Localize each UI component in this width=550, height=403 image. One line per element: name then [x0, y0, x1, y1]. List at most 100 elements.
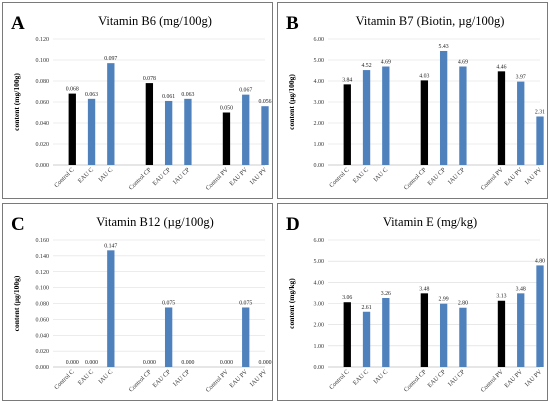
category-label: EAU PV	[503, 368, 524, 389]
data-label: 0.063	[85, 92, 98, 98]
category-label: EAU C	[352, 368, 370, 386]
data-label: 0.050	[220, 106, 233, 112]
data-label: 0.000	[258, 360, 271, 366]
category-label: EAU CP	[151, 166, 172, 187]
category-label: Control C	[53, 166, 76, 189]
category-label: IAU PV	[524, 166, 544, 186]
y-axis-label: content (µg/100g)	[12, 275, 21, 331]
bar-control-c	[343, 302, 351, 367]
bar-control-pv	[497, 300, 506, 367]
y-tick-label: 0.140	[36, 254, 50, 260]
chart-svg-b: B Vitamin B7 (Biotin, µg/100g) 0.00 1.00 2.0…	[286, 13, 545, 192]
category-label: IAU CP	[447, 166, 467, 186]
y-tick-label: 0.040	[36, 333, 50, 339]
y-tick-label: 0.120	[36, 37, 50, 43]
bar-iau-pv	[536, 116, 544, 165]
data-label: 3.84	[342, 77, 352, 83]
chart-title: Vitamin E (mg/kg)	[383, 215, 477, 229]
bar-iau-cp	[184, 98, 192, 165]
category-label: Control PV	[480, 368, 506, 394]
chart-panel-c: C Vitamin B12 (µg/100g) 0.000 0.020 0.040 0.0…	[2, 203, 273, 401]
y-axis-label: content (µg/100g)	[287, 74, 296, 130]
bar-control-pv	[497, 71, 506, 165]
chart-panel-a: A Vitamin B6 (mg/100g) 0.000 0.020 0.040 0.06…	[2, 2, 273, 199]
bar-eau-cp	[164, 100, 173, 165]
chart-svg-a: A Vitamin B6 (mg/100g) 0.000 0.020 0.040 0.06…	[11, 13, 272, 192]
panel-letter: D	[286, 214, 300, 235]
bar-control-pv	[222, 112, 231, 165]
bar-iau-cp	[459, 66, 467, 165]
data-label: 0.078	[143, 76, 156, 82]
data-label: 0.000	[143, 360, 156, 366]
y-tick-label: 0.160	[36, 238, 50, 244]
y-tick-label: 0.000	[36, 365, 50, 371]
data-label: 0.097	[104, 56, 117, 62]
y-tick-label: 0.00	[314, 163, 325, 169]
data-label: 2.80	[458, 301, 468, 307]
data-label: 0.075	[162, 300, 175, 306]
y-tick-label: 2.00	[314, 323, 325, 329]
category-label: EAU CP	[426, 368, 447, 389]
panel-letter: B	[286, 13, 299, 34]
y-axis-label: content (mg/kg)	[287, 278, 296, 329]
category-label: EAU CP	[426, 166, 447, 187]
category-label: EAU C	[77, 166, 95, 184]
bar-iau-pv	[261, 106, 269, 165]
bar-eau-pv	[242, 307, 250, 367]
data-label: 2.99	[439, 297, 449, 303]
data-label: 0.068	[66, 87, 79, 93]
category-label: Control PV	[205, 368, 231, 394]
data-label: 3.13	[496, 294, 506, 300]
y-tick-label: 0.120	[36, 270, 50, 276]
category-label: IAU CP	[172, 166, 192, 186]
category-label: Control C	[328, 368, 351, 391]
y-tick-label: 0.100	[36, 286, 50, 292]
data-label: 5.43	[439, 44, 449, 50]
category-label: EAU C	[77, 368, 95, 386]
y-tick-label: 4.00	[314, 79, 325, 85]
bar-eau-pv	[517, 293, 525, 367]
bar-iau-cp	[459, 307, 467, 367]
data-label: 0.067	[239, 88, 252, 94]
category-label: EAU PV	[228, 368, 249, 389]
data-label: 3.06	[342, 295, 352, 301]
y-tick-label: 0.080	[36, 302, 50, 308]
data-label: 3.48	[516, 286, 526, 292]
category-label: IAU CP	[447, 368, 467, 388]
data-label: 2.61	[361, 305, 371, 311]
chart-title: Vitamin B7 (Biotin, µg/100g)	[356, 14, 505, 28]
data-label: 3.26	[381, 291, 391, 297]
data-label: 3.97	[516, 75, 526, 81]
data-label: 4.80	[535, 258, 545, 264]
chart-title: Vitamin B6 (mg/100g)	[98, 14, 212, 28]
category-label: IAU C	[372, 368, 389, 385]
bar-control-c	[68, 93, 76, 165]
data-label: 4.69	[458, 60, 468, 66]
y-tick-label: 6.00	[314, 238, 325, 244]
y-tick-label: 0.040	[36, 121, 50, 127]
category-label: Control C	[53, 368, 76, 391]
bar-control-cp	[145, 83, 154, 165]
chart-panel-d: D Vitamin E (mg/kg) 0.00 1.00 2.00 3.00 4.00 5.…	[277, 203, 548, 401]
data-label: 0.075	[239, 300, 252, 306]
category-label: EAU C	[352, 166, 370, 184]
category-label: IAU C	[97, 368, 114, 385]
data-label: 0.000	[181, 360, 194, 366]
bar-control-cp	[420, 293, 429, 367]
bar-iau-pv	[536, 265, 544, 367]
category-label: Control CP	[128, 368, 153, 393]
bar-eau-cp	[164, 307, 173, 367]
data-label: 0.000	[85, 360, 98, 366]
category-label: IAU C	[97, 166, 114, 183]
y-tick-label: 4.00	[314, 280, 325, 286]
category-label: Control CP	[128, 166, 153, 191]
category-label: IAU PV	[249, 166, 269, 186]
y-tick-label: 1.00	[314, 344, 325, 350]
data-label: 0.147	[104, 243, 117, 249]
category-label: IAU PV	[524, 368, 544, 388]
data-label: 0.056	[258, 99, 271, 105]
category-label: IAU CP	[172, 368, 192, 388]
panel-letter: A	[11, 13, 25, 34]
y-tick-label: 0.100	[36, 58, 50, 64]
y-tick-label: 3.00	[314, 302, 325, 308]
